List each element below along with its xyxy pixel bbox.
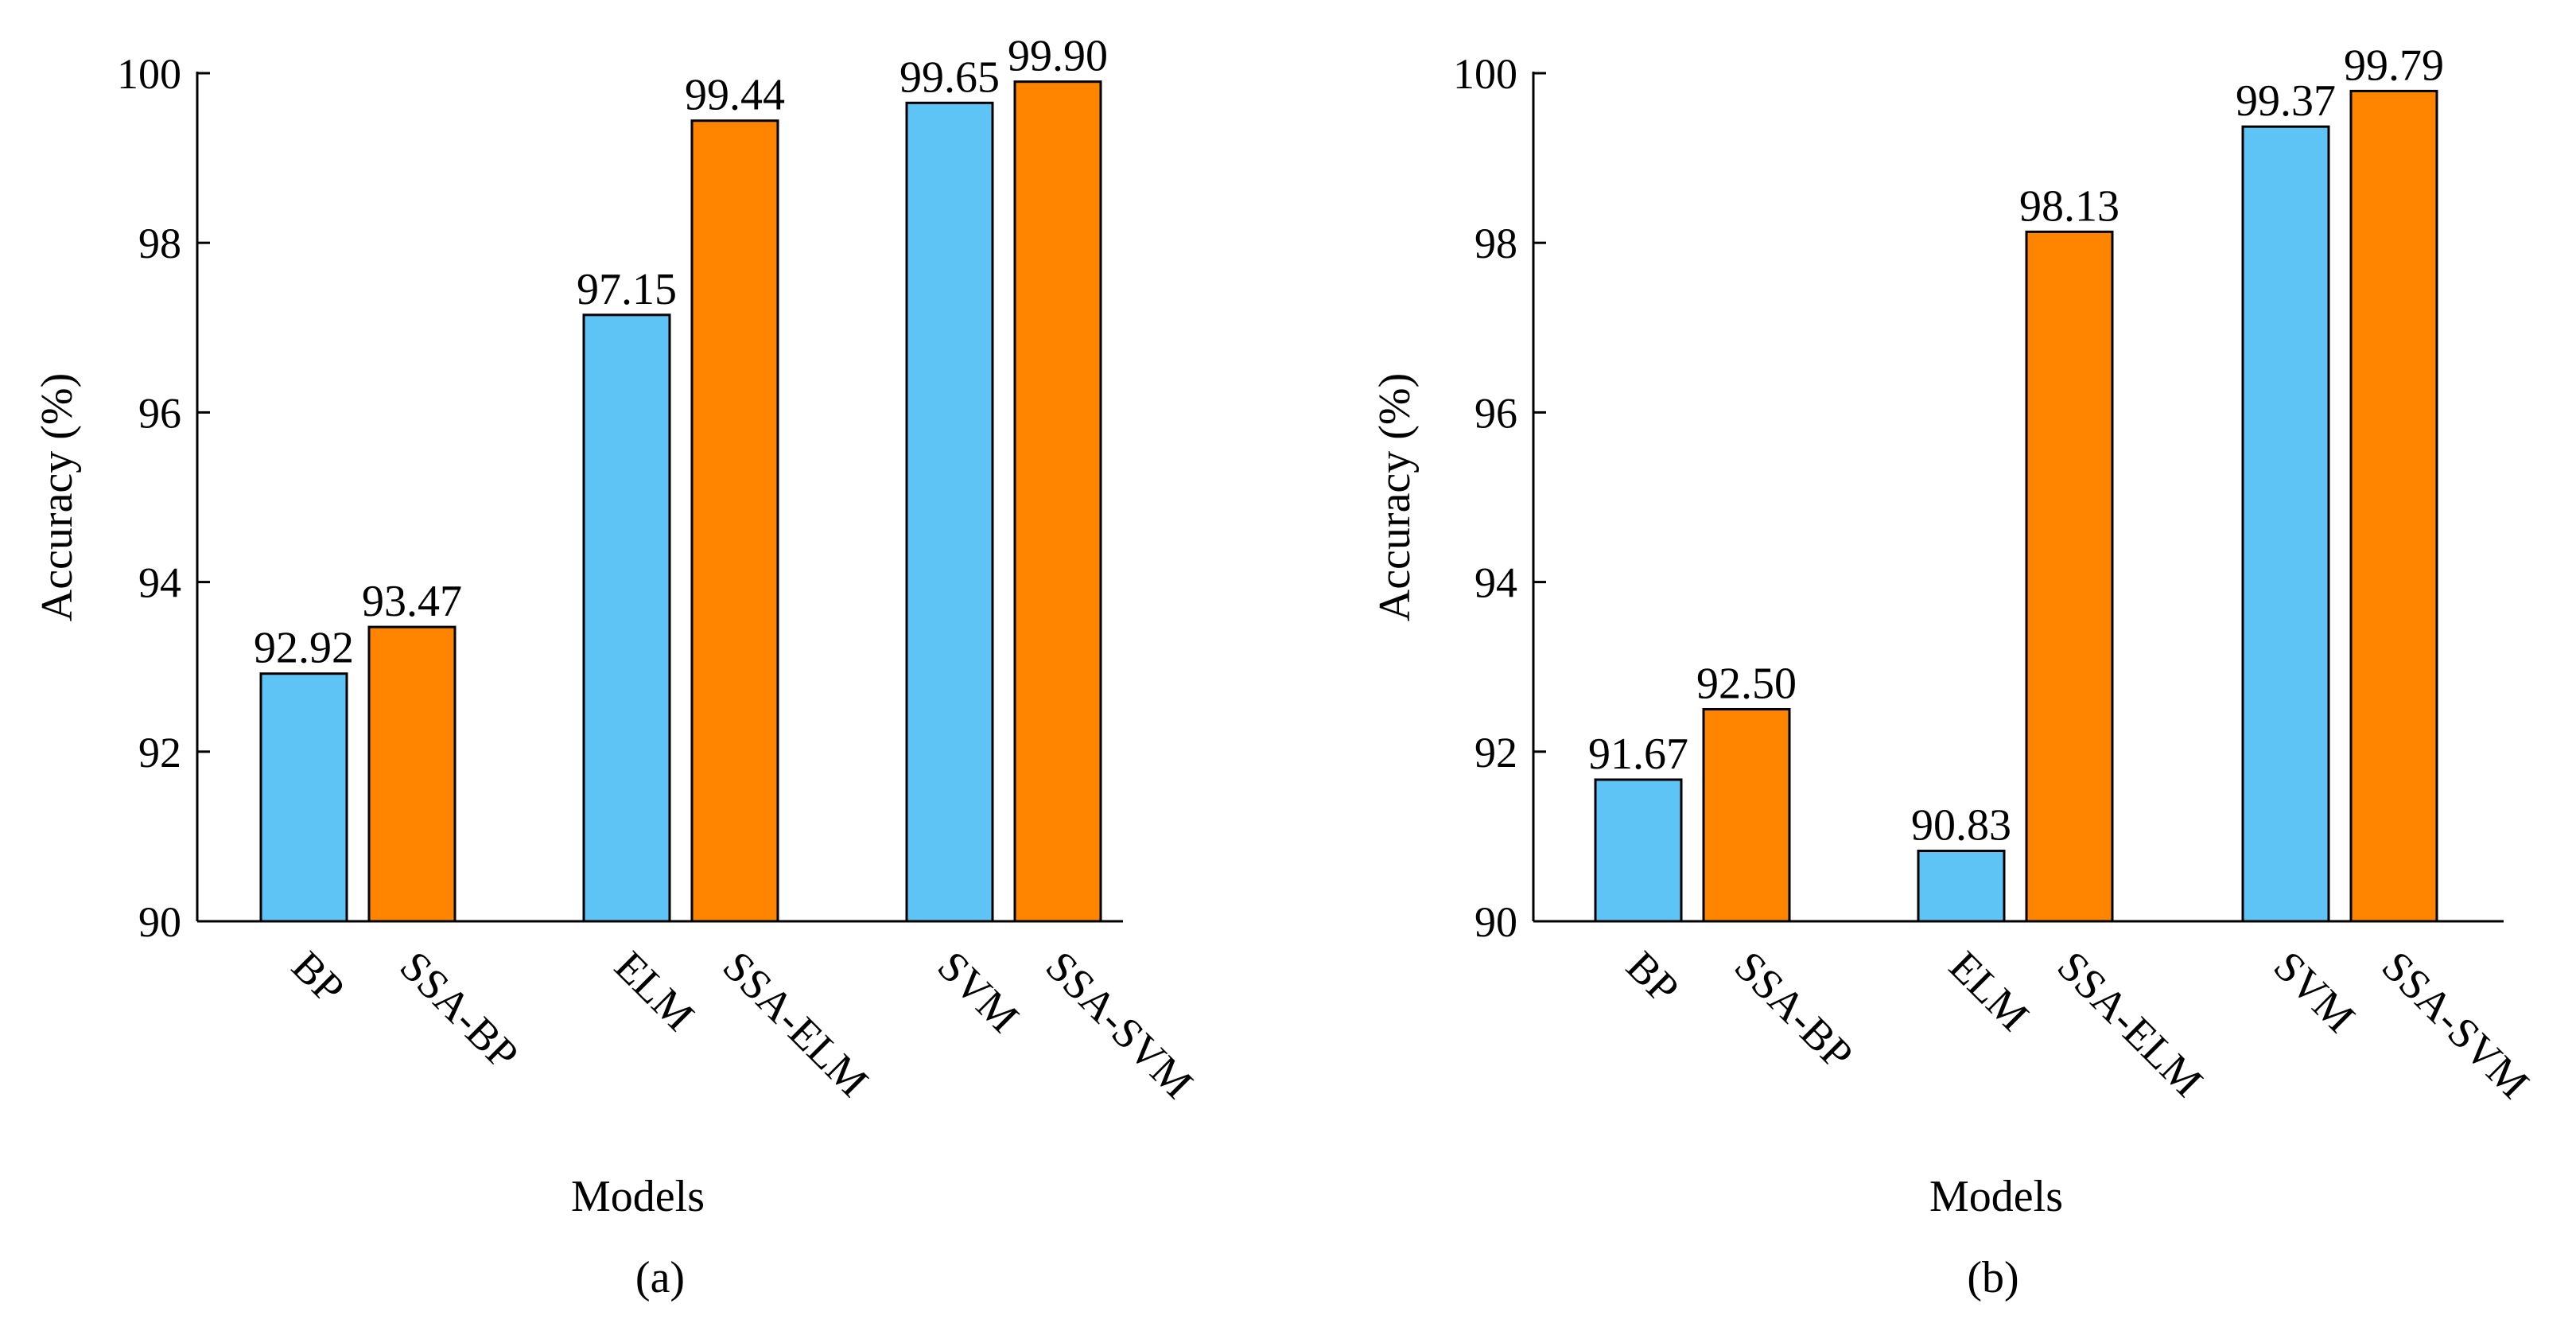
data-label-bp: 92.92	[254, 624, 354, 673]
bar-ssa-elm	[690, 119, 779, 923]
bar-ssa-elm	[2025, 230, 2114, 923]
bar-ssa-svm	[2349, 89, 2438, 923]
bar-elm	[1917, 850, 2006, 923]
y-tick-label: 94	[1474, 559, 1517, 607]
y-tick-label: 92	[1474, 729, 1517, 776]
x-tick-label-elm: ELM	[1941, 942, 2038, 1040]
x-tick-label-bp: BP	[283, 942, 354, 1013]
y-tick-label: 96	[138, 389, 181, 437]
data-label-ssa-svm: 99.79	[2344, 41, 2444, 90]
x-tick-label-ssa-bp: SSA-BP	[1726, 942, 1863, 1079]
bar-elm	[582, 313, 671, 923]
data-label-svm: 99.65	[899, 53, 1000, 102]
panel-label: (b)	[1967, 1253, 2018, 1302]
x-tick-label-svm: SVM	[2265, 942, 2364, 1041]
data-label-ssa-elm: 98.13	[2019, 181, 2119, 231]
x-tick-label-ssa-svm: SSA-SVM	[1037, 942, 1203, 1107]
y-tick-label: 98	[138, 220, 181, 267]
bar-bp	[259, 672, 348, 923]
data-label-ssa-bp: 92.50	[1696, 660, 1797, 709]
y-tick-label: 96	[1474, 389, 1517, 437]
data-label-elm: 97.15	[577, 265, 677, 314]
x-tick-label-elm: ELM	[606, 942, 704, 1040]
y-tick-label: 94	[138, 559, 181, 607]
x-axis-title: Models	[1929, 1172, 2063, 1221]
y-axis-title: Accuracy (%)	[33, 373, 82, 621]
bar-svm	[2241, 125, 2330, 923]
data-label-ssa-elm: 99.44	[685, 71, 785, 120]
y-tick-label: 98	[1474, 220, 1517, 267]
x-tick-label-ssa-elm: SSA-ELM	[714, 942, 878, 1106]
y-tick-label: 92	[138, 729, 181, 776]
bar-ssa-bp	[1702, 708, 1791, 923]
bar-bp	[1594, 778, 1683, 923]
x-tick-label-ssa-bp: SSA-BP	[391, 942, 528, 1079]
x-tick-label-ssa-svm: SSA-SVM	[2373, 942, 2539, 1107]
data-label-ssa-svm: 99.90	[1008, 32, 1108, 81]
bar-ssa-svm	[1013, 80, 1102, 923]
x-tick-label-svm: SVM	[929, 942, 1028, 1041]
x-tick-label-bp: BP	[1618, 942, 1688, 1013]
y-tick-label: 90	[1474, 898, 1517, 946]
panel-label: (a)	[635, 1253, 685, 1302]
x-tick-label-ssa-elm: SSA-ELM	[2049, 942, 2213, 1106]
y-axis-title: Accuracy (%)	[1370, 373, 1420, 621]
bar-svm	[905, 101, 994, 923]
bar-ssa-bp	[367, 625, 457, 923]
x-axis-title: Models	[571, 1172, 705, 1221]
data-label-ssa-bp: 93.47	[362, 577, 462, 626]
data-label-svm: 99.37	[2236, 76, 2336, 126]
y-tick-label: 100	[1453, 50, 1517, 98]
y-tick-label: 100	[117, 50, 181, 98]
data-label-bp: 91.67	[1588, 730, 1688, 779]
data-label-elm: 90.83	[1911, 801, 2011, 850]
y-tick-label: 90	[138, 898, 181, 946]
